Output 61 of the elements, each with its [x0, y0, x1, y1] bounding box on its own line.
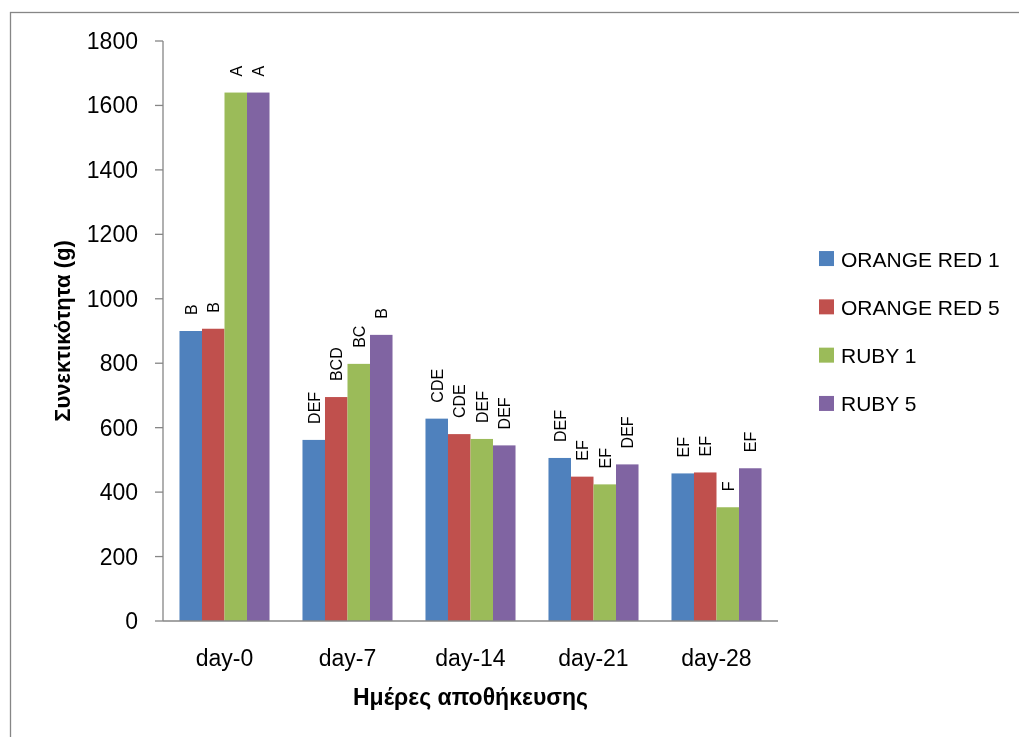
data-label: DEF	[305, 391, 323, 424]
bar	[179, 331, 202, 621]
bar	[470, 438, 494, 621]
bar	[493, 445, 516, 621]
bar	[616, 464, 639, 621]
x-tick-label: day-0	[195, 645, 254, 671]
bar	[593, 484, 617, 621]
bar	[671, 473, 694, 621]
y-tick-label: 1800	[86, 28, 138, 54]
data-label: DEF	[618, 416, 636, 449]
data-label: F	[719, 481, 737, 492]
data-label: EF	[573, 439, 591, 461]
bar	[425, 418, 448, 621]
bar	[324, 397, 348, 621]
data-label: DEF	[495, 397, 513, 430]
data-label: DEF	[551, 409, 569, 442]
data-label: BCD	[327, 347, 345, 382]
bar	[693, 472, 717, 621]
y-tick-label: 1200	[86, 221, 138, 248]
y-axis-title: Συνεκτικότητα (g)	[49, 240, 75, 422]
bar	[247, 92, 270, 621]
data-label: B	[182, 304, 200, 315]
bar	[548, 457, 571, 621]
y-tick-label: 200	[99, 543, 138, 570]
y-tick-label: 400	[99, 479, 138, 506]
y-tick-label: 600	[99, 414, 138, 441]
data-label: B	[372, 308, 390, 319]
bar	[201, 328, 225, 621]
bar	[302, 439, 325, 621]
legend-label: RUBY 5	[841, 391, 917, 415]
y-tick-label: 1400	[86, 156, 138, 183]
legend-label: ORANGE RED 1	[841, 247, 1000, 271]
data-label: B	[204, 302, 222, 313]
legend-label: ORANGE RED 5	[841, 295, 1000, 319]
data-label: EF	[696, 435, 714, 457]
bar	[447, 434, 471, 621]
data-label: EF	[596, 447, 614, 469]
x-tick-label: day-7	[318, 645, 377, 671]
y-tick-label: 1000	[86, 285, 138, 312]
data-label: BC	[350, 325, 368, 348]
data-label: EF	[741, 431, 759, 453]
x-tick-label: day-28	[681, 645, 752, 671]
data-label: CDE	[450, 384, 468, 419]
bar	[716, 507, 740, 621]
x-tick-label: day-14	[435, 645, 506, 671]
bar	[370, 334, 393, 621]
bar	[347, 363, 371, 621]
x-axis-title: Ημέρες αποθήκευσης	[352, 684, 589, 710]
x-tick-label: day-21	[558, 645, 629, 671]
y-tick-label: 0	[125, 608, 138, 634]
bar	[224, 92, 248, 621]
legend-label: RUBY 1	[841, 343, 917, 367]
data-label: DEF	[473, 390, 491, 423]
data-label: A	[249, 65, 267, 77]
data-label: A	[227, 65, 245, 77]
bar	[570, 476, 594, 621]
y-tick-label: 800	[99, 350, 138, 377]
y-tick-label: 1600	[86, 92, 138, 119]
bar	[739, 468, 762, 621]
data-label: CDE	[428, 368, 446, 403]
data-label: EF	[674, 436, 692, 458]
